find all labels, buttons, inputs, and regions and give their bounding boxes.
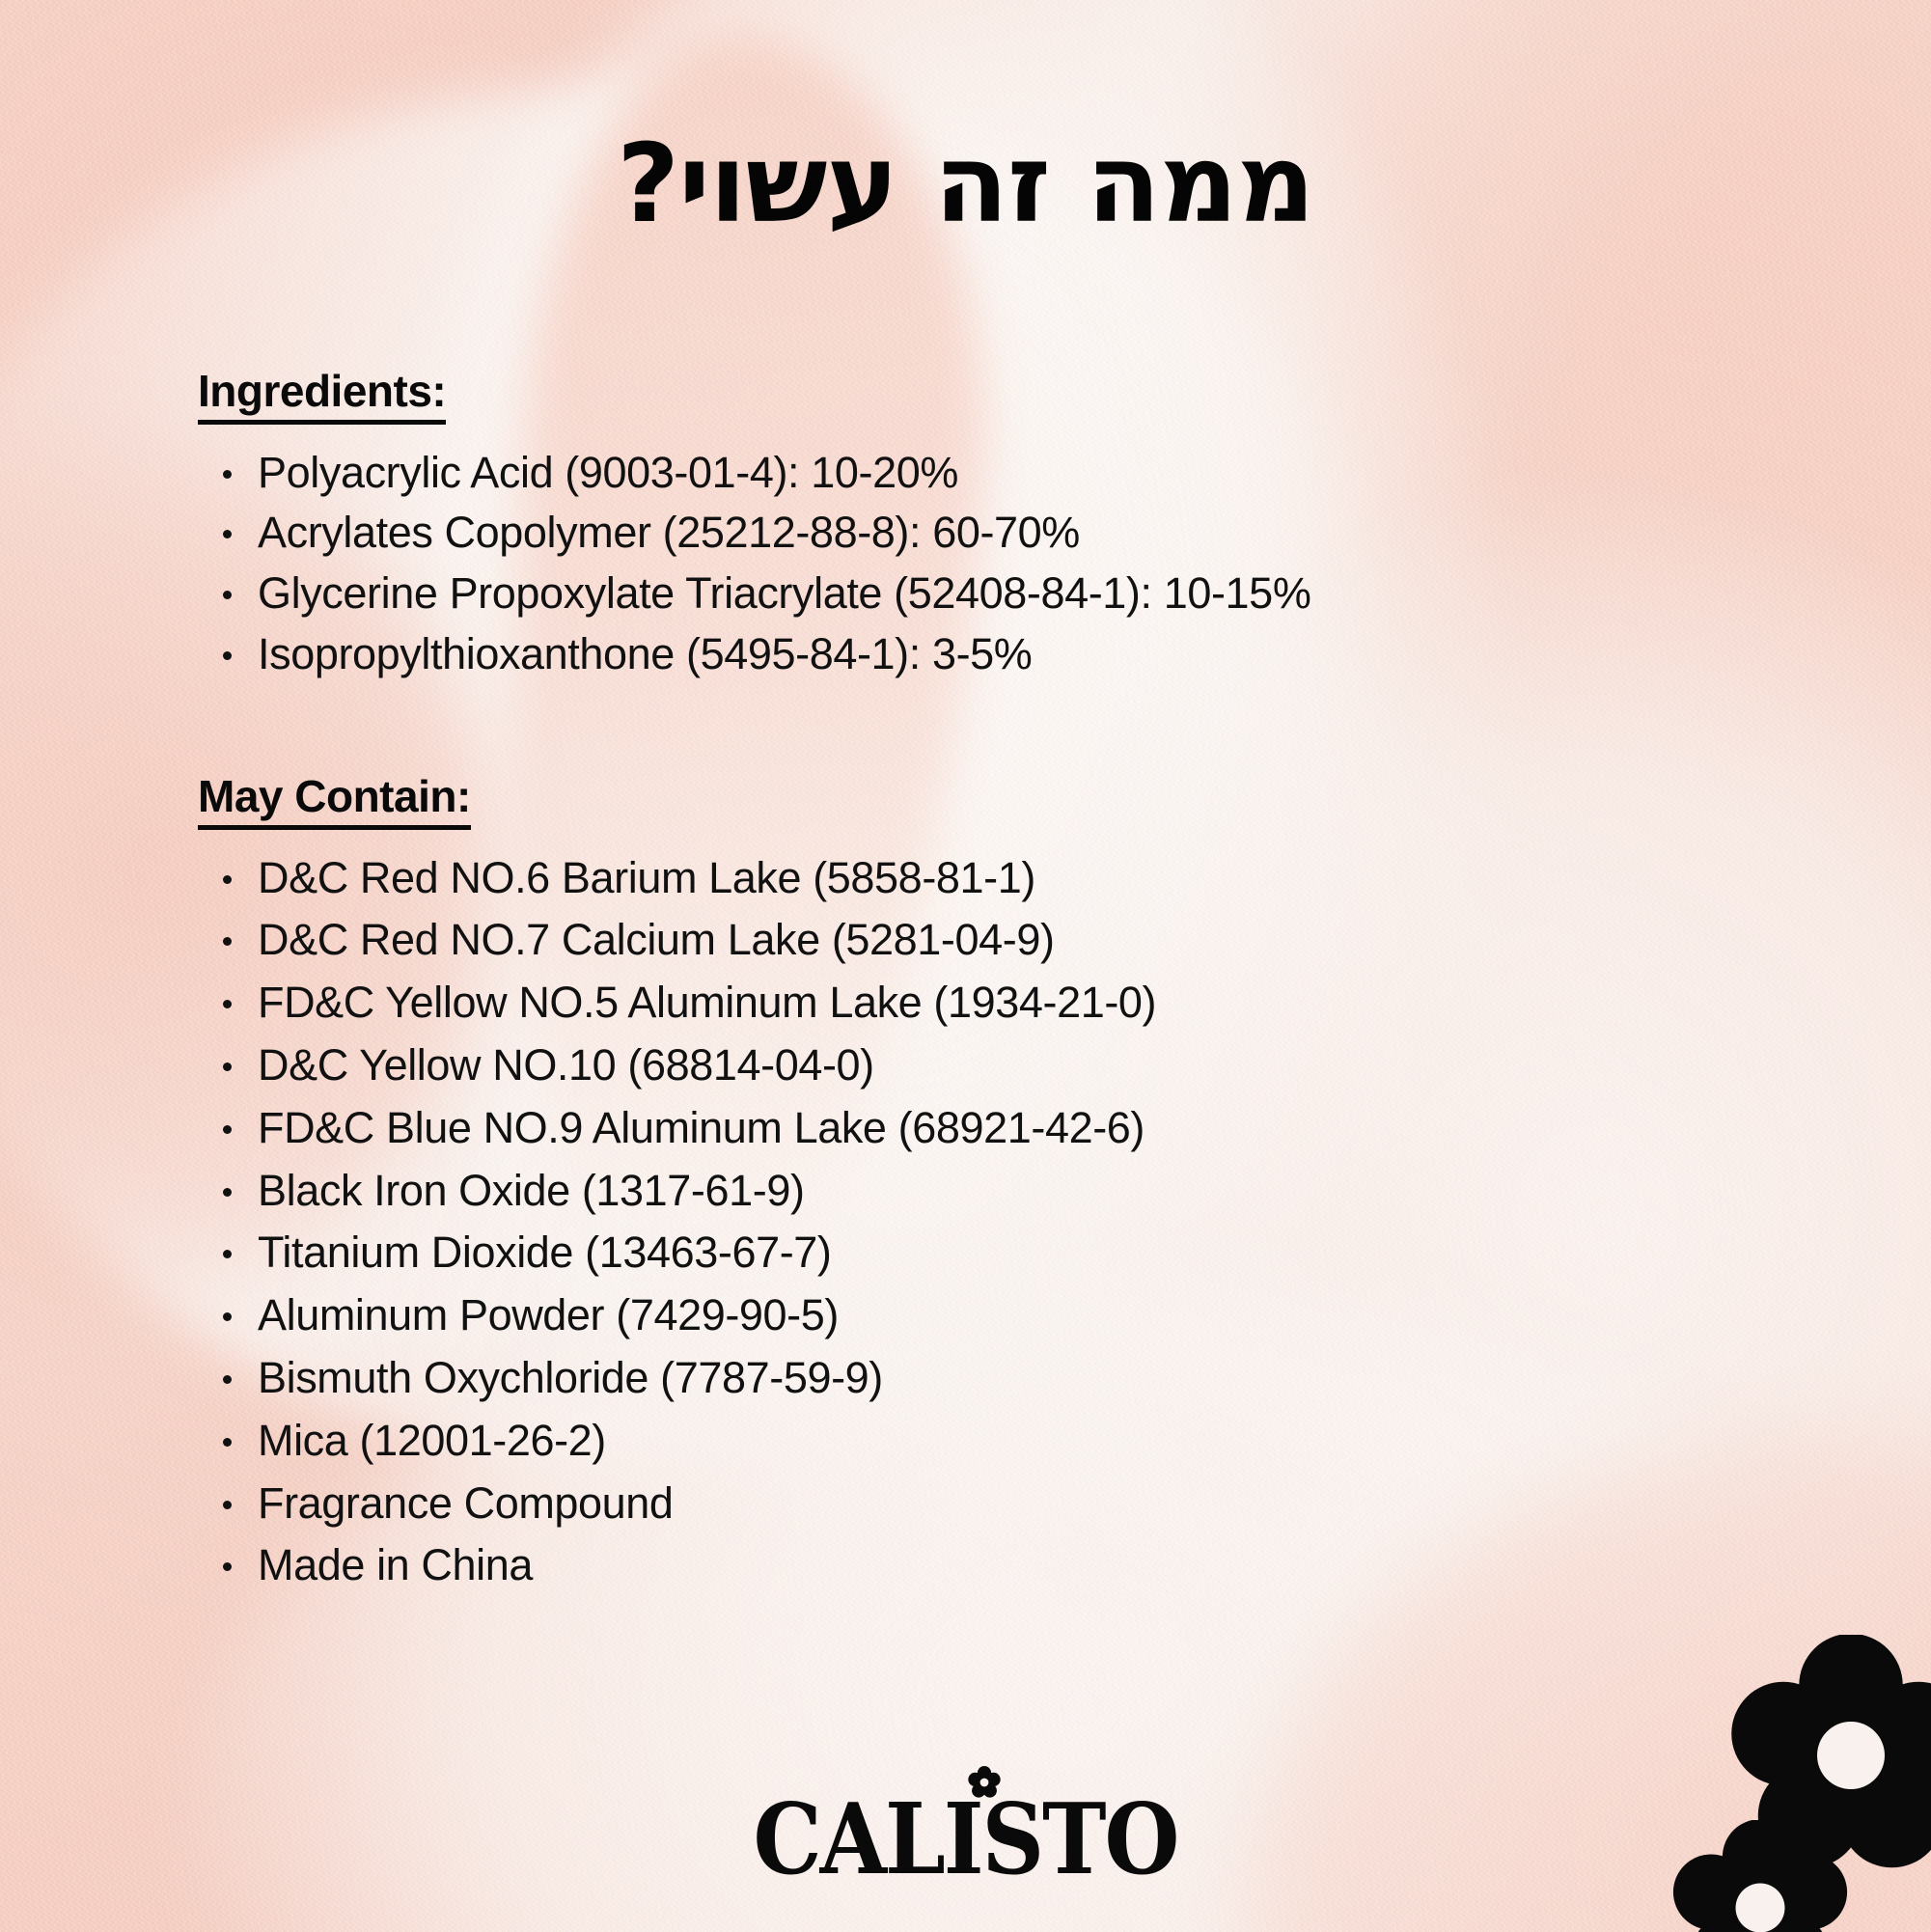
list-item: Aluminum Powder (7429-90-5) [198,1288,1815,1342]
may-contain-section: May Contain: D&C Red NO.6 Barium Lake (5… [198,772,1815,1601]
list-item: Polyacrylic Acid (9003-01-4): 10-20% [198,446,1815,500]
may-contain-heading: May Contain: [198,772,471,830]
list-item: Black Iron Oxide (1317-61-9) [198,1164,1815,1218]
list-item: Titanium Dioxide (13463-67-7) [198,1226,1815,1280]
list-item: Made in China [198,1538,1815,1592]
list-item: D&C Red NO.6 Barium Lake (5858-81-1) [198,851,1815,905]
list-item: Mica (12001-26-2) [198,1414,1815,1468]
list-item: FD&C Yellow NO.5 Aluminum Lake (1934-21-… [198,976,1815,1030]
list-item: D&C Yellow NO.10 (68814-04-0) [198,1038,1815,1092]
list-item: Isopropylthioxanthone (5495-84-1): 3-5% [198,627,1815,681]
ingredients-heading: Ingredients: [198,367,447,425]
corner-flower-decoration [1603,1623,1931,1932]
flower-icon [1731,1635,1931,1868]
brand-logo: CALISTO [0,1766,1931,1889]
list-item: Glycerine Propoxylate Triacrylate (52408… [198,566,1815,621]
flower-icon [1672,1820,1848,1932]
list-item: Acrylates Copolymer (25212-88-8): 60-70% [198,506,1815,560]
list-item: Fragrance Compound [198,1477,1815,1531]
ingredients-list: Polyacrylic Acid (9003-01-4): 10-20% Acr… [198,446,1815,681]
ingredients-section: Ingredients: Polyacrylic Acid (9003-01-4… [198,367,1815,688]
may-contain-list: D&C Red NO.6 Barium Lake (5858-81-1) D&C… [198,851,1815,1593]
brand-logo-wrap: CALISTO [754,1766,1179,1889]
page-title: ממה זה עשוי? [617,122,1315,248]
list-item: Bismuth Oxychloride (7787-59-9) [198,1351,1815,1405]
list-item: FD&C Blue NO.9 Aluminum Lake (68921-42-6… [198,1101,1815,1155]
flower-icon [967,1766,1001,1798]
brand-name: CALISTO [753,1781,1180,1897]
list-item: D&C Red NO.7 Calcium Lake (5281-04-9) [198,913,1815,967]
